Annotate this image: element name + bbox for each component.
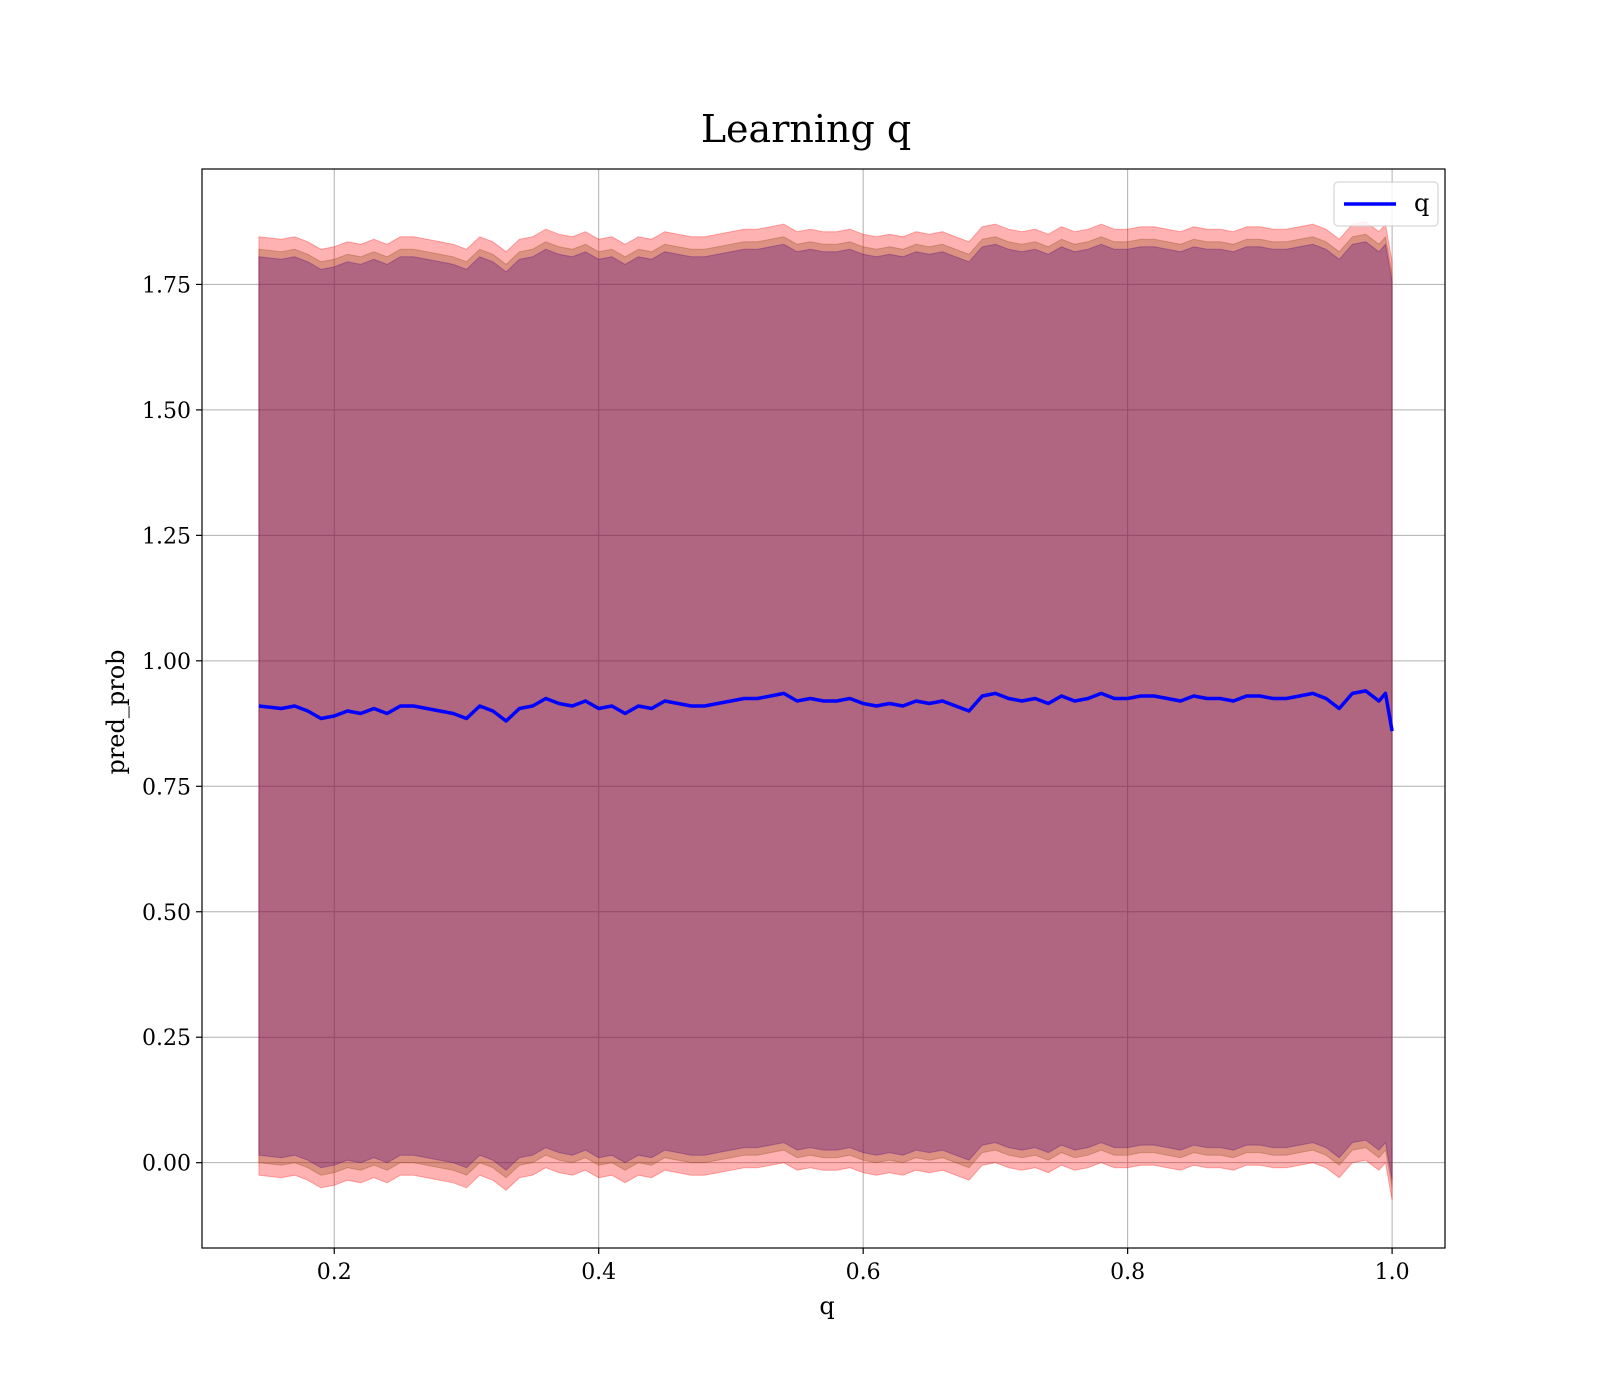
y-tick-label: 1.25 <box>142 524 191 549</box>
x-tick-label: 0.4 <box>581 1260 616 1285</box>
chart-title: Learning q <box>701 107 911 151</box>
x-tick-label: 0.2 <box>317 1260 352 1285</box>
x-tick-label: 0.6 <box>846 1260 881 1285</box>
y-tick-label: 0.25 <box>142 1026 191 1051</box>
confidence-bands <box>258 221 1393 1201</box>
y-tick-label: 1.50 <box>142 399 191 424</box>
confidence-band-2 <box>258 241 1393 1181</box>
y-axis-ticks: 0.00 0.25 0.50 0.75 1.00 1.25 1.50 1.75 <box>142 273 202 1177</box>
x-axis-ticks: 0.2 0.4 0.6 0.8 1.0 <box>317 1248 1410 1285</box>
confidence-band-0 <box>258 221 1393 1201</box>
x-tick-label: 1.0 <box>1375 1260 1410 1285</box>
y-axis-label: pred_prob <box>102 649 130 774</box>
confidence-band-1 <box>258 233 1393 1188</box>
x-axis-label: q <box>819 1292 834 1320</box>
y-tick-label: 1.75 <box>142 273 191 298</box>
series-lines <box>258 689 1394 732</box>
y-tick-label: 0.00 <box>142 1152 191 1177</box>
y-tick-label: 0.75 <box>142 775 191 800</box>
grid <box>202 169 1445 1248</box>
y-tick-label: 0.50 <box>142 901 191 926</box>
y-tick-label: 1.00 <box>142 650 191 675</box>
legend-label: q <box>1414 189 1429 217</box>
x-tick-label: 0.8 <box>1110 1260 1145 1285</box>
series-line-q <box>258 689 1394 732</box>
legend: q <box>1333 181 1439 227</box>
plot-frame <box>201 168 1446 1249</box>
